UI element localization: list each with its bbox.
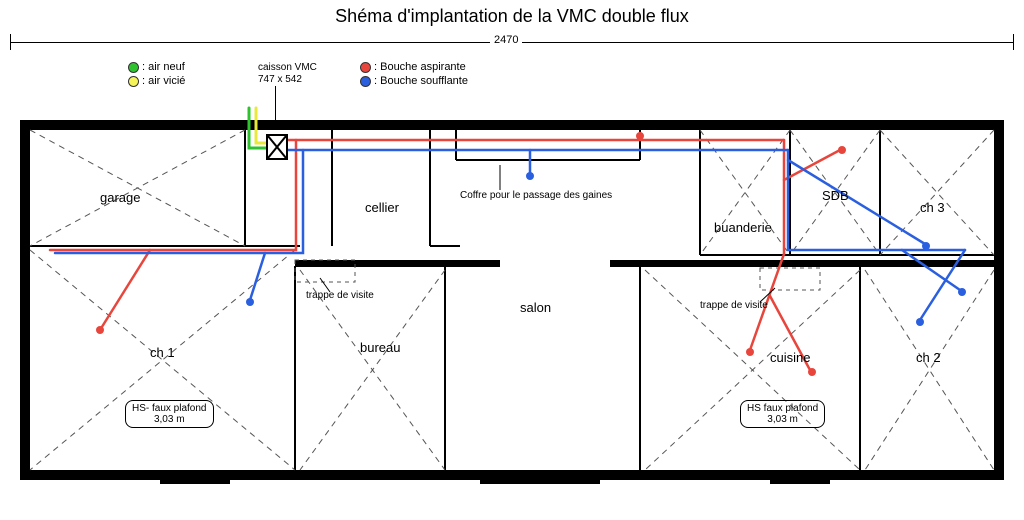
room-salon: salon xyxy=(520,300,551,315)
note-coffre: Coffre pour le passage des gaines xyxy=(460,190,612,201)
terminal-blue xyxy=(526,172,534,180)
room-cuisine: cuisine xyxy=(770,350,810,365)
terminal-red xyxy=(808,368,816,376)
room-ch1: ch 1 xyxy=(150,345,175,360)
vmc-x-icon xyxy=(268,136,286,158)
hs2-line2: 3,03 m xyxy=(767,414,798,425)
hs-box-2: HS faux plafond 3,03 m xyxy=(740,400,825,428)
room-bureau: bureau xyxy=(360,340,400,355)
note-trappe1: trappe de visite xyxy=(306,290,374,301)
terminal-red xyxy=(96,326,104,334)
terminal-red xyxy=(746,348,754,356)
terminal-blue xyxy=(958,288,966,296)
terminal-blue xyxy=(916,318,924,326)
terminal-blue xyxy=(922,242,930,250)
terminal-blue xyxy=(246,298,254,306)
hs1-line2: 3,03 m xyxy=(154,414,185,425)
room-buanderie: buanderie xyxy=(714,220,772,235)
room-ch3: ch 3 xyxy=(920,200,945,215)
vmc-box xyxy=(266,134,288,160)
hs-box-1: HS- faux plafond 3,03 m xyxy=(125,400,214,428)
hs1-line1: HS- faux plafond xyxy=(132,403,207,414)
terminal-red xyxy=(636,132,644,140)
room-garage: garage xyxy=(100,190,140,205)
floorplan-canvas: Shéma d'implantation de la VMC double fl… xyxy=(0,0,1024,520)
note-trappe2: trappe de visite xyxy=(700,300,768,311)
room-ch2: ch 2 xyxy=(916,350,941,365)
plan-svg xyxy=(0,0,1024,520)
room-cellier: cellier xyxy=(365,200,399,215)
terminal-red xyxy=(838,146,846,154)
hs2-line1: HS faux plafond xyxy=(747,403,818,414)
room-sdb: SDB xyxy=(822,188,849,203)
